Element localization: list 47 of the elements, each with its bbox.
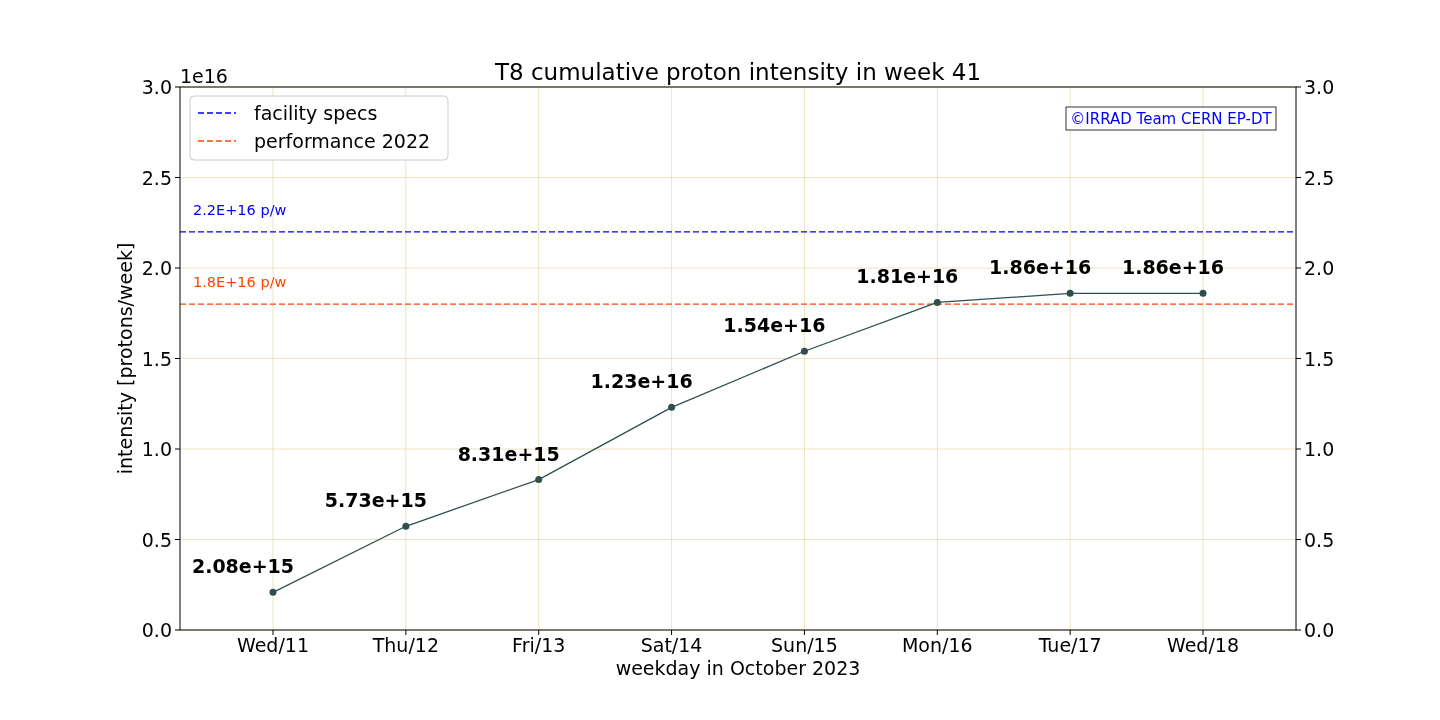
annotation: 1.8E+16 p/w <box>193 274 287 291</box>
annotation: ©IRRAD Team CERN EP-DT <box>1070 110 1273 128</box>
legend-label: facility specs <box>254 102 378 124</box>
point <box>933 298 941 306</box>
y-tick-label: 3.0 <box>141 76 172 98</box>
point <box>1066 289 1074 297</box>
annotation: 1.86e+16 <box>989 256 1092 279</box>
annotation: 2.08e+15 <box>191 555 295 578</box>
annotation: 1.54e+16 <box>723 314 826 337</box>
annotation: 1.86e+16 <box>1121 256 1225 279</box>
x-tick-label: Sat/14 <box>640 634 703 656</box>
y-tick-label: 0.0 <box>141 619 172 641</box>
y-tick-label: 0.5 <box>141 528 172 551</box>
y2-tick-label: 2.5 <box>1304 166 1335 189</box>
x-tick-label: Wed/18 <box>1166 634 1240 656</box>
y2-tick-label: 1.5 <box>1304 347 1335 370</box>
y2-tick-label: 0.5 <box>1304 528 1335 551</box>
annotation: 1e16 <box>180 65 228 87</box>
x-axis-title: weekday in October 2023 <box>615 657 861 679</box>
y-tick-label: 1.0 <box>141 438 172 460</box>
y2-tick-label: 2.0 <box>1304 257 1335 279</box>
x-tick-label: Mon/16 <box>901 634 973 656</box>
y2-tick-label: 1.0 <box>1304 438 1335 460</box>
x-tick-label: Wed/11 <box>236 634 310 656</box>
x-tick-label: Tue/17 <box>1037 634 1102 656</box>
y-axis-title: intensity [protons/week] <box>114 242 136 475</box>
y-tick-label: 1.5 <box>141 347 172 370</box>
annotation: 5.73e+15 <box>324 489 427 512</box>
y-tick-label: 2.5 <box>141 166 172 189</box>
y-tick-label: 2.0 <box>141 257 172 279</box>
x-tick-label: Fri/13 <box>512 634 566 656</box>
annotation: 1.23e+16 <box>590 370 693 393</box>
annotation: 1.81e+16 <box>856 265 959 288</box>
chart-title: T8 cumulative proton intensity in week 41 <box>493 59 982 85</box>
point <box>402 522 410 530</box>
point <box>800 347 808 355</box>
x-tick-label: Thu/12 <box>371 634 439 656</box>
legend-label: performance 2022 <box>254 130 431 152</box>
point <box>668 403 676 411</box>
y2-tick-label: 0.0 <box>1304 619 1335 641</box>
annotation: 2.2E+16 p/w <box>193 201 287 218</box>
point <box>535 476 543 484</box>
y2-tick-label: 3.0 <box>1304 76 1335 98</box>
x-tick-label: Sun/15 <box>771 634 838 656</box>
annotation: 8.31e+15 <box>457 442 560 465</box>
point <box>269 588 277 596</box>
point <box>1199 289 1207 297</box>
